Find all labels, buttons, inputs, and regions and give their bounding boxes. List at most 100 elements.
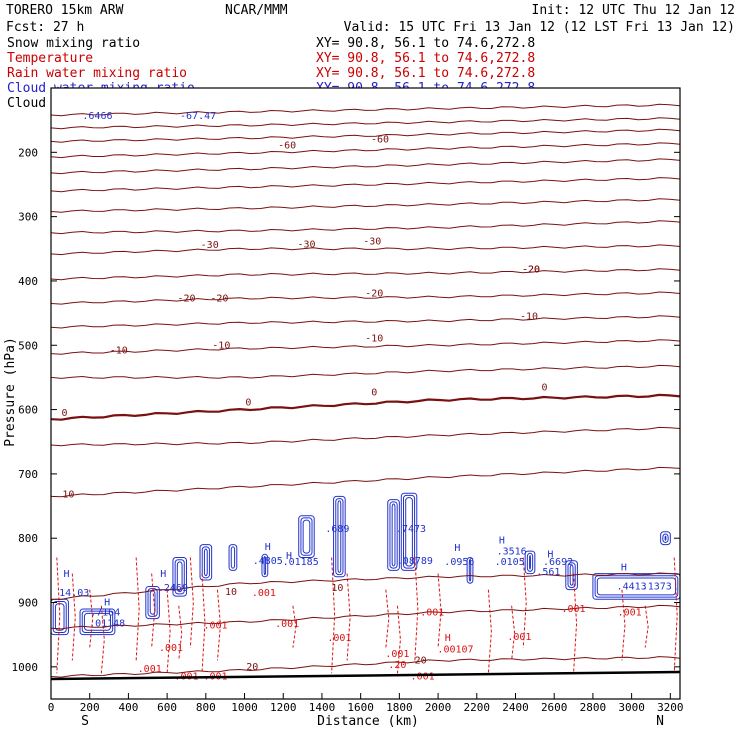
- cloud-water-contour: [405, 497, 413, 567]
- isotherm-label: 0: [371, 387, 377, 398]
- cloud-water-contour: [333, 495, 346, 578]
- y-tick-label: 600: [18, 404, 38, 417]
- x-tick-label: 2400: [502, 701, 529, 714]
- x-tick-label: 1200: [270, 701, 297, 714]
- cloud-water-contour: [387, 499, 400, 571]
- y-tick-label: 900: [18, 597, 38, 610]
- model-title: TORERO 15km ARW: [6, 3, 124, 18]
- x-tick-label: 1800: [386, 701, 413, 714]
- rain-label: .001: [420, 607, 444, 618]
- cloud-water-contour: [400, 492, 418, 571]
- plot-area: -60-60-30 -30 -30-20 -20 -20-20-20-10 -10-10-…: [50, 87, 681, 700]
- rain-label: H: [445, 633, 451, 644]
- x-tick-label: 2600: [541, 701, 568, 714]
- isotherm-line: [50, 198, 681, 213]
- isotherm-line: [50, 268, 681, 281]
- max-label: H: [499, 535, 505, 546]
- cloud-water-contours: [50, 492, 681, 636]
- x-tick-label: 1600: [347, 701, 374, 714]
- max-label: H: [454, 543, 460, 554]
- x-tick-label: 2800: [580, 701, 607, 714]
- y-tick-label: 1000: [12, 661, 39, 674]
- isotherm-label: 10: [225, 587, 237, 598]
- forecast-hour: Fcst: 27 h: [6, 20, 84, 35]
- rain-label: .20: [388, 660, 406, 671]
- cloud-water-contour: [526, 552, 534, 572]
- legend-label: Rain water mixing ratio: [7, 66, 187, 81]
- x-tick-label: 1000: [231, 701, 258, 714]
- y-tick-label: 200: [18, 146, 38, 159]
- terrain-surface: [50, 670, 681, 681]
- isotherm-line: [50, 142, 681, 159]
- max-label: -67.47: [180, 111, 216, 122]
- cloud-water-contour: [596, 577, 677, 596]
- isotherm-line: [50, 177, 681, 193]
- rain-water-contour: [673, 557, 678, 674]
- max-label: H: [265, 542, 271, 553]
- max-label: H: [160, 569, 166, 580]
- cloud-water-contour: [261, 553, 269, 578]
- cloud-water-contour: [298, 515, 315, 559]
- rain-water-contour: [189, 557, 194, 648]
- rain-label: .001: [327, 633, 351, 644]
- cloud-water-contour: [565, 560, 578, 591]
- y-tick-label: 800: [18, 532, 38, 545]
- max-label: H: [104, 598, 110, 609]
- isotherm-label: -30: [363, 236, 381, 247]
- max-label: .6466: [82, 111, 112, 122]
- isotherm-label: 0: [62, 408, 68, 419]
- isotherm-label: -60: [371, 135, 389, 146]
- x-tick-label: 3000: [618, 701, 645, 714]
- x-tick-label: 800: [196, 701, 216, 714]
- rain-water-contour: [216, 589, 221, 661]
- cloud-water-contour: [203, 548, 208, 577]
- max-label: .08789: [397, 556, 433, 567]
- isotherm-label: -10: [365, 333, 383, 344]
- isotherm-label: -20: [365, 288, 383, 299]
- cloud-water-contour: [664, 535, 667, 541]
- max-label: .561: [536, 567, 560, 578]
- cloud-water-contour: [466, 557, 474, 584]
- x-axis-label: Distance (km): [317, 714, 419, 729]
- max-label: .01148: [89, 618, 125, 629]
- cloud-water-contour: [529, 554, 531, 570]
- isotherm-line: [50, 426, 681, 447]
- max-label: H: [621, 562, 627, 573]
- south-label: S: [81, 714, 89, 729]
- x-tick-label: 1400: [309, 701, 336, 714]
- plot-background: [51, 88, 680, 699]
- rain-label: .001: [252, 588, 276, 599]
- isotherm-label: -20: [522, 265, 540, 276]
- max-label: .0105: [495, 557, 525, 568]
- isotherm-line: [50, 572, 681, 600]
- rain-water-contour: [414, 557, 419, 661]
- cloud-water-contour: [524, 550, 536, 575]
- rain-label: .001: [203, 620, 227, 631]
- y-axis-label: Pressure (hPa): [3, 337, 18, 447]
- cloud-water-contour: [662, 533, 669, 543]
- init-time: Init: 12 UTC Thu 12 Jan 12: [532, 3, 736, 18]
- max-label: 14.03: [59, 588, 89, 599]
- rain-label: .001: [411, 672, 435, 683]
- legend-label: Snow mixing ratio: [7, 36, 140, 51]
- cloud-water-contour: [335, 498, 344, 576]
- cloud-water-contour: [79, 608, 116, 636]
- rain-water-contour: [201, 573, 206, 674]
- isotherm-line: [50, 128, 681, 143]
- x-tick-label: 200: [80, 701, 100, 714]
- max-label: .4805: [253, 556, 283, 567]
- rain-water-contour: [331, 557, 336, 674]
- rain-label: .001: [618, 607, 642, 618]
- isotherm-line: [50, 244, 681, 256]
- cloud-water-contour: [228, 544, 238, 571]
- isotherm-line: [50, 466, 681, 498]
- x-tick-label: 2000: [425, 701, 452, 714]
- rain-water-contour: [437, 573, 442, 648]
- isotherm-label: -20: [177, 294, 195, 305]
- legend-xy: XY= 90.8, 56.1 to 74.6,272.8: [316, 66, 535, 81]
- rain-water-contour: [166, 589, 171, 674]
- isotherm-label: 0: [245, 398, 251, 409]
- rain-water-contour: [100, 605, 105, 674]
- isotherm-line: [50, 291, 681, 305]
- cloud-water-contour: [263, 555, 267, 576]
